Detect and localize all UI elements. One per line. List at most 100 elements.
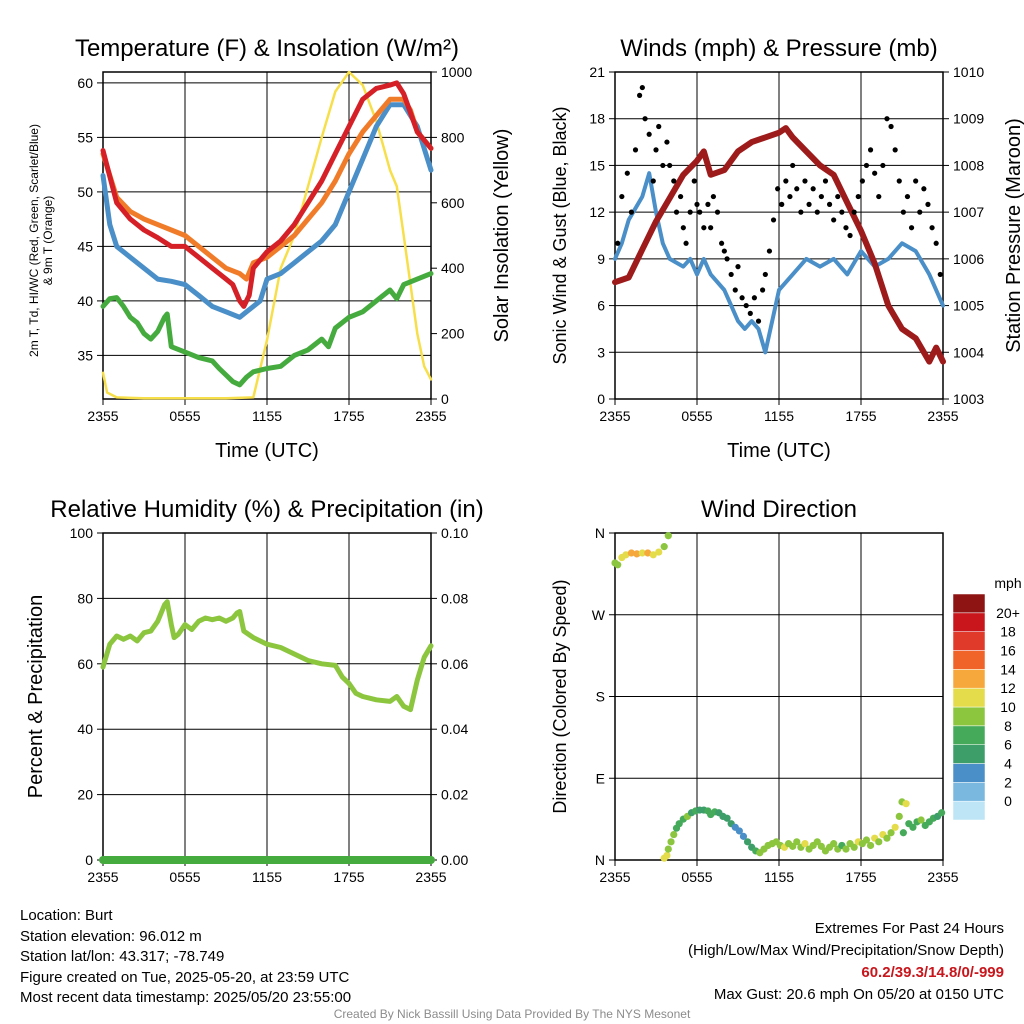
gust-point bbox=[710, 193, 717, 200]
gust-point bbox=[929, 225, 935, 231]
x-tick-label: 2355 bbox=[927, 408, 958, 424]
direction-point bbox=[866, 841, 875, 850]
gust-point bbox=[814, 209, 820, 215]
gust-point bbox=[917, 209, 923, 215]
gust-point bbox=[628, 209, 635, 215]
y-tick-label: 18 bbox=[589, 111, 605, 127]
plot-frame bbox=[102, 71, 432, 400]
gust-point bbox=[732, 287, 738, 293]
legend-label: 6 bbox=[1004, 737, 1012, 753]
gust-point bbox=[884, 116, 890, 122]
direction-point bbox=[862, 836, 871, 844]
x-axis-label: Time (UTC) bbox=[727, 440, 831, 462]
gust-point bbox=[888, 123, 894, 130]
series-pressure bbox=[612, 125, 946, 365]
y-tick-label: 80 bbox=[77, 590, 93, 606]
y-tick-label: N bbox=[595, 525, 605, 541]
direction-point bbox=[793, 838, 801, 846]
gust-point bbox=[646, 131, 652, 137]
direction-point bbox=[899, 829, 907, 837]
y-axis-label: Percent & Precipitation bbox=[25, 595, 47, 798]
gust-point bbox=[802, 178, 808, 184]
direction-point bbox=[917, 816, 925, 824]
gust-point bbox=[705, 201, 711, 207]
legend-swatch bbox=[952, 593, 986, 614]
gust-point bbox=[624, 170, 630, 176]
legend-swatch bbox=[952, 612, 986, 632]
gust-point bbox=[904, 193, 911, 200]
gust-point bbox=[847, 232, 853, 239]
plot-frame bbox=[614, 71, 944, 400]
x-tick-label: 0555 bbox=[681, 869, 712, 885]
y2-tick-label: 200 bbox=[441, 326, 465, 342]
direction-point bbox=[667, 838, 675, 846]
station-location: Location: Burt bbox=[20, 907, 113, 924]
direction-point bbox=[649, 551, 657, 559]
direction-point bbox=[801, 840, 809, 848]
gust-point bbox=[653, 147, 659, 153]
y2-tick-label: 600 bbox=[441, 195, 465, 211]
gust-point bbox=[855, 193, 861, 200]
gust-point bbox=[810, 186, 816, 192]
y-axis-label: Direction (Colored By Speed) bbox=[550, 579, 570, 813]
y-tick-label: N bbox=[595, 852, 605, 868]
gust-point bbox=[876, 193, 882, 200]
y-tick-label: 0 bbox=[597, 391, 605, 407]
legend-swatch bbox=[952, 706, 986, 727]
figure-created: Figure created on Tue, 2025-05-20, at 23… bbox=[20, 968, 350, 986]
gust-point bbox=[760, 287, 766, 293]
y2-tick-label: 0.00 bbox=[441, 852, 468, 868]
y2-tick-label: 1010 bbox=[953, 64, 984, 80]
gust-point bbox=[880, 162, 886, 169]
gust-point bbox=[642, 116, 648, 122]
y2-tick-label: 1007 bbox=[953, 204, 984, 220]
gust-point bbox=[806, 201, 812, 207]
legend-label: 8 bbox=[1004, 718, 1012, 734]
direction-point bbox=[895, 812, 903, 821]
gust-point bbox=[908, 225, 915, 231]
credit-line: Created By Nick Bassill Using Data Provi… bbox=[333, 1007, 691, 1021]
chart-title: Winds (mph) & Pressure (mb) bbox=[620, 35, 937, 62]
y-tick-label: S bbox=[596, 689, 605, 705]
gust-point bbox=[694, 201, 700, 207]
gust-point bbox=[755, 318, 762, 324]
direction-point bbox=[614, 561, 622, 569]
gust-point bbox=[896, 178, 902, 184]
gust-point bbox=[892, 147, 898, 153]
direction-point bbox=[655, 548, 663, 556]
gust-point bbox=[779, 201, 785, 207]
x-tick-label: 2355 bbox=[415, 869, 446, 885]
max-gust: Max Gust: 20.6 mph On 05/20 at 0150 UTC bbox=[713, 986, 1004, 1003]
x-tick-label: 1755 bbox=[333, 408, 364, 424]
gust-point bbox=[859, 178, 865, 184]
direction-point bbox=[644, 549, 652, 557]
gust-point bbox=[687, 209, 693, 215]
gust-point bbox=[925, 201, 931, 207]
y2-tick-label: 0.06 bbox=[441, 656, 468, 672]
series-windchill bbox=[100, 102, 434, 320]
gust-point bbox=[701, 225, 707, 231]
legend-swatch bbox=[952, 763, 986, 783]
gust-point bbox=[851, 209, 857, 215]
direction-point bbox=[875, 838, 883, 846]
gust-point bbox=[747, 310, 753, 316]
gust-point bbox=[787, 193, 793, 200]
gust-point bbox=[719, 240, 725, 246]
y2-tick-label: 0.04 bbox=[441, 721, 468, 737]
gust-point bbox=[863, 162, 870, 169]
extremes-title: Extremes For Past 24 Hours bbox=[814, 920, 1004, 937]
direction-point bbox=[633, 550, 641, 558]
legend-swatch bbox=[952, 725, 986, 745]
direction-point bbox=[842, 845, 850, 853]
x-tick-label: 2355 bbox=[415, 408, 446, 424]
legend-swatch bbox=[952, 669, 986, 689]
direction-point bbox=[670, 830, 678, 839]
extremes-panel: Extremes For Past 24 Hours (High/Low/Max… bbox=[688, 918, 1004, 1006]
y-axis-label: Sonic Wind & Gust (Blue, Black) bbox=[550, 106, 570, 364]
y2-tick-label: 0.02 bbox=[441, 787, 468, 803]
gust-point bbox=[697, 209, 703, 215]
direction-point bbox=[850, 843, 858, 851]
series-wind bbox=[613, 171, 945, 355]
direction-point bbox=[663, 851, 671, 860]
gust-point bbox=[639, 84, 645, 91]
